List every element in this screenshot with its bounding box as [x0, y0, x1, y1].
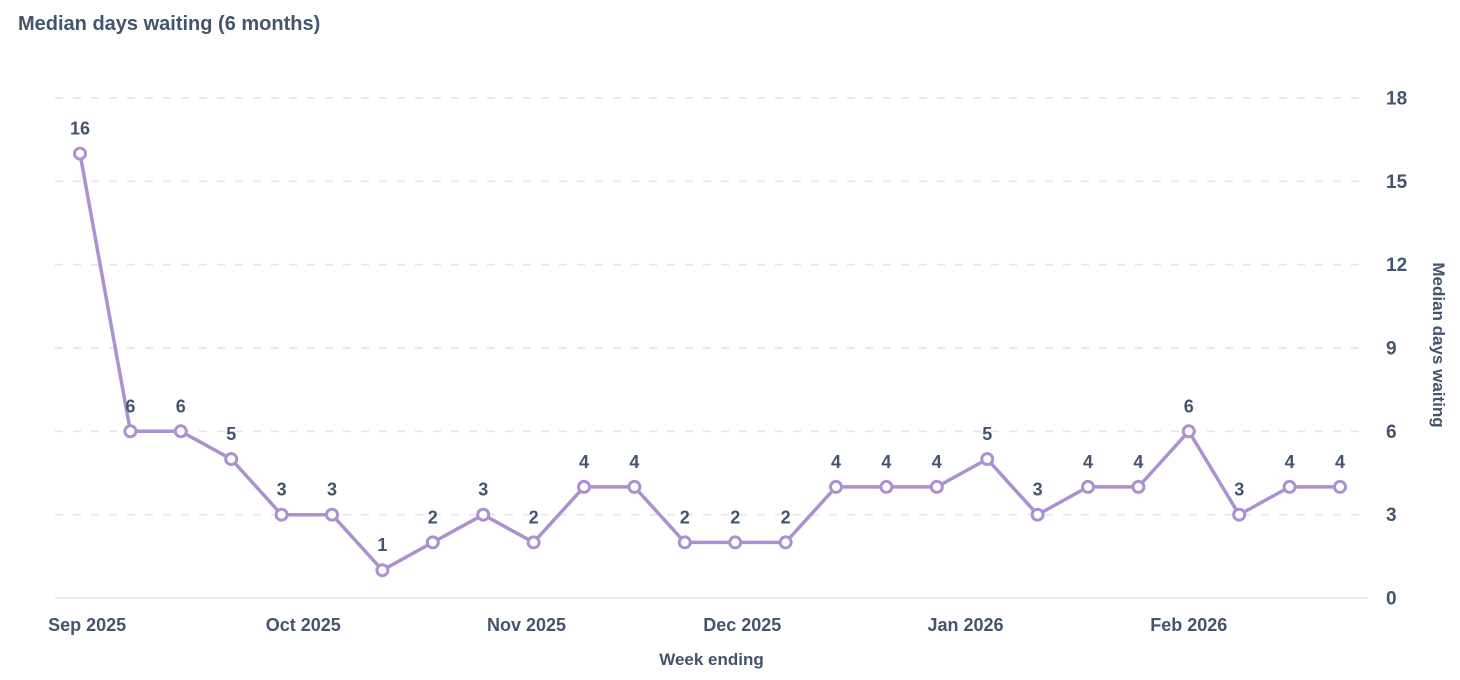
data-point-label: 4	[881, 452, 891, 472]
data-point-marker[interactable]	[123, 424, 138, 439]
chart-title: Median days waiting (6 months)	[18, 13, 321, 35]
data-point-label: 2	[680, 507, 690, 527]
data-point-label: 3	[478, 480, 488, 500]
data-point-label: 3	[277, 480, 287, 500]
y-axis-title: Median days waiting	[1429, 262, 1448, 427]
x-axis-tick-label: Nov 2025	[487, 615, 566, 635]
data-point-label: 4	[1133, 452, 1143, 472]
data-point-marker[interactable]	[375, 563, 390, 578]
data-point-marker[interactable]	[1030, 507, 1045, 522]
data-point-marker[interactable]	[425, 535, 440, 550]
data-point-marker[interactable]	[778, 535, 793, 550]
data-point-marker[interactable]	[980, 452, 995, 467]
data-point-label: 5	[982, 424, 992, 444]
data-point-marker[interactable]	[1333, 479, 1347, 494]
data-point-marker[interactable]	[224, 452, 239, 467]
y-axis-tick-label: 3	[1386, 505, 1397, 526]
data-point-marker[interactable]	[577, 479, 591, 494]
data-point-marker[interactable]	[829, 479, 843, 494]
x-axis-tick-label: Jan 2026	[927, 615, 1003, 635]
data-point-label: 4	[831, 452, 841, 472]
data-point-label: 6	[125, 396, 135, 416]
data-point-label: 2	[781, 507, 791, 527]
data-point-label: 4	[1335, 452, 1345, 472]
data-point-label: 4	[932, 452, 942, 472]
x-axis-tick-label: Dec 2025	[703, 615, 781, 635]
data-point-marker[interactable]	[929, 479, 944, 494]
data-point-marker[interactable]	[1081, 479, 1095, 494]
data-point-label: 5	[226, 424, 236, 444]
series-line	[78, 151, 1342, 572]
data-point-label: 6	[176, 396, 186, 416]
data-point-marker[interactable]	[627, 479, 642, 494]
data-point-label: 16	[70, 119, 90, 139]
data-point-marker[interactable]	[1232, 507, 1247, 522]
data-point-marker[interactable]	[274, 507, 289, 522]
data-point-marker[interactable]	[879, 479, 894, 494]
data-point-marker[interactable]	[728, 535, 743, 550]
data-point-marker[interactable]	[325, 507, 339, 522]
data-point-label: 2	[730, 507, 740, 527]
x-axis-title: Week ending	[659, 650, 764, 669]
x-axis-tick-label: Sep 2025	[48, 615, 126, 635]
data-point-label: 3	[327, 480, 337, 500]
y-axis-tick-label: 9	[1386, 339, 1397, 360]
data-point-marker[interactable]	[1131, 479, 1146, 494]
y-axis-tick-label: 6	[1386, 422, 1397, 443]
data-point-marker[interactable]	[173, 424, 188, 439]
data-point-label: 6	[1184, 396, 1194, 416]
data-point-label: 3	[1234, 480, 1244, 500]
data-point-label: 3	[1033, 480, 1043, 500]
y-axis-tick-label: 12	[1386, 255, 1407, 276]
data-point-label: 4	[629, 452, 639, 472]
data-point-marker[interactable]	[73, 146, 87, 161]
data-point-marker[interactable]	[1282, 479, 1297, 494]
data-point-marker[interactable]	[476, 507, 491, 522]
data-point-label: 2	[428, 507, 438, 527]
data-point-marker[interactable]	[1181, 424, 1196, 439]
y-axis-tick-label: 18	[1386, 89, 1407, 110]
data-point-label: 1	[377, 535, 387, 555]
data-point-label: 4	[1285, 452, 1295, 472]
y-axis-tick-label: 15	[1386, 172, 1408, 193]
y-axis-tick-label: 0	[1386, 589, 1397, 610]
data-point-label: 2	[529, 507, 539, 527]
x-axis-tick-label: Oct 2025	[266, 615, 341, 635]
data-point-label: 4	[579, 452, 589, 472]
data-point-marker[interactable]	[677, 535, 692, 550]
x-axis-tick-label: Feb 2026	[1150, 615, 1227, 635]
data-point-marker[interactable]	[526, 535, 541, 550]
data-point-label: 4	[1083, 452, 1093, 472]
